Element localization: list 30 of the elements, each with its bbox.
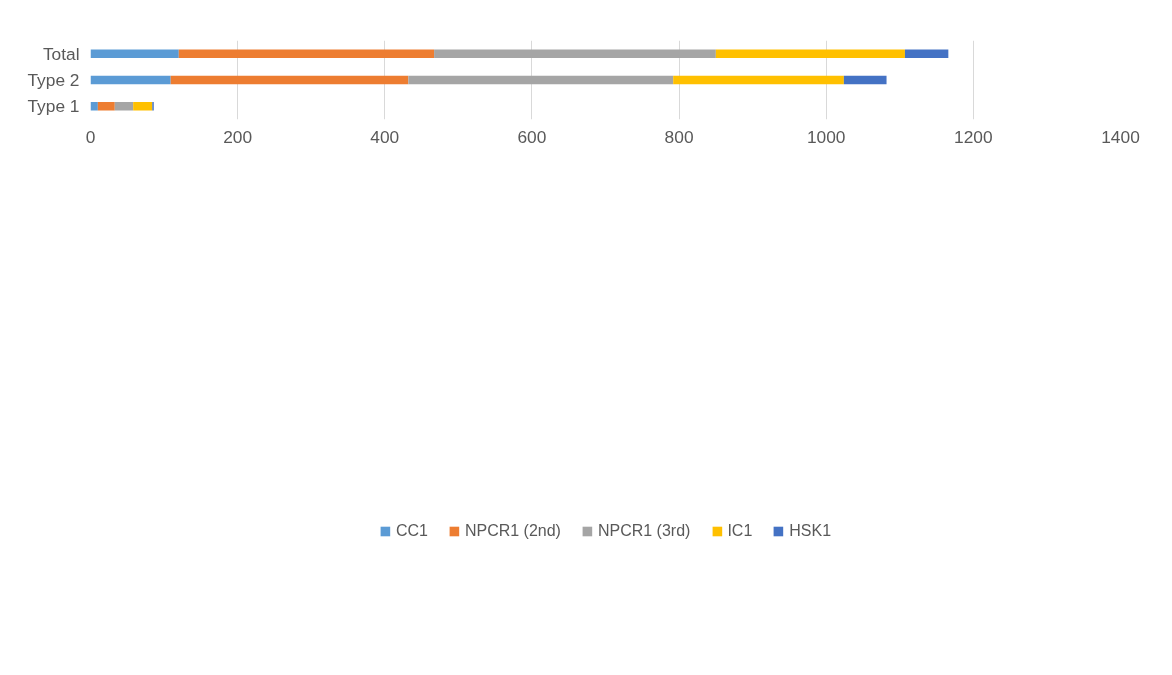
bar xyxy=(843,75,887,85)
x-tick-label: 800 xyxy=(664,126,694,147)
bar xyxy=(133,102,153,111)
bar xyxy=(170,75,409,85)
x-tick-label: 1400 xyxy=(1101,126,1140,147)
bar xyxy=(90,102,98,111)
x-tick-label: 600 xyxy=(517,126,547,147)
x-tick-label: 400 xyxy=(370,126,400,147)
x-tick-label: 0 xyxy=(85,126,96,147)
x-tick-label: 1000 xyxy=(806,126,846,147)
bar xyxy=(90,49,179,58)
bar xyxy=(178,49,435,58)
bar xyxy=(904,49,949,58)
bar xyxy=(114,102,134,111)
x-tick-label: 200 xyxy=(223,126,253,147)
bar xyxy=(715,49,905,58)
legend-label: IC1 xyxy=(727,521,753,540)
bar xyxy=(408,75,674,85)
bar xyxy=(90,75,171,85)
legend-label: NPCR1 (3rd) xyxy=(597,521,691,540)
legend-label: NPCR1 (2nd) xyxy=(464,521,561,540)
x-tick-label: 1200 xyxy=(954,126,993,147)
legend-label: HSK1 xyxy=(789,521,832,540)
y-tick-label: Type 2 xyxy=(27,70,80,90)
y-tick-label: Total xyxy=(42,43,80,64)
bar xyxy=(673,75,844,85)
bar xyxy=(97,102,115,111)
legend-label: CC1 xyxy=(395,521,428,540)
bar xyxy=(434,49,716,58)
y-tick-label: Type 1 xyxy=(27,96,80,117)
